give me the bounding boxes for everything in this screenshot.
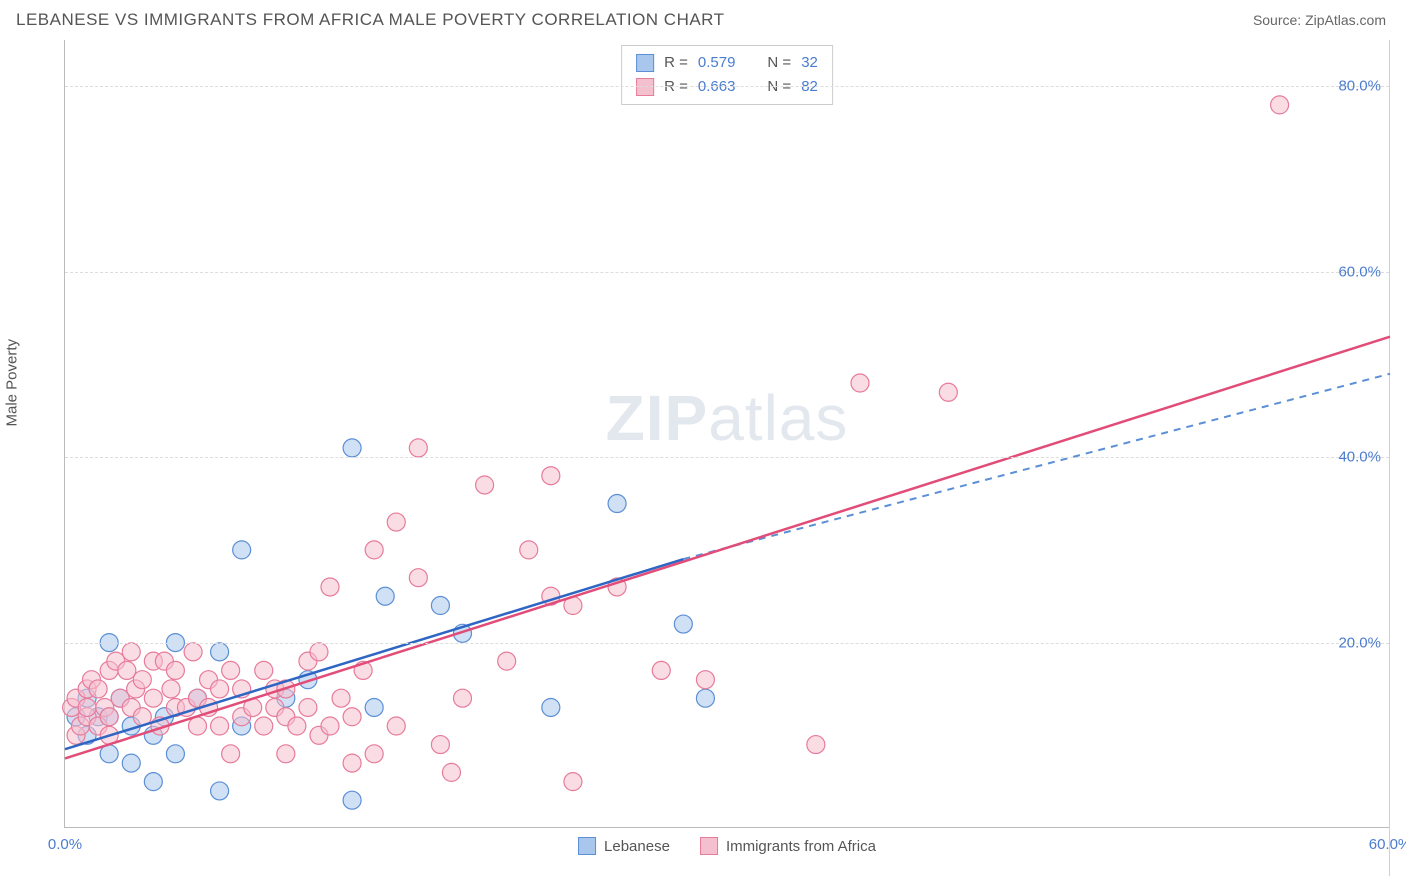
legend-swatch — [578, 837, 596, 855]
scatter-point — [851, 374, 869, 392]
plot-area: ZIPatlas R =0.579N =32R =0.663N =82 Leba… — [64, 40, 1389, 828]
gridline — [65, 457, 1389, 458]
scatter-point — [409, 439, 427, 457]
scatter-point — [321, 717, 339, 735]
legend-n-value: 32 — [801, 51, 818, 75]
scatter-point — [211, 782, 229, 800]
scatter-point — [118, 661, 136, 679]
scatter-point — [409, 569, 427, 587]
scatter-point — [211, 680, 229, 698]
y-axis-label: Male Poverty — [4, 339, 21, 427]
scatter-point — [343, 791, 361, 809]
scatter-point — [343, 708, 361, 726]
scatter-point — [122, 643, 140, 661]
scatter-plot-svg — [65, 40, 1389, 827]
scatter-point — [542, 698, 560, 716]
scatter-point — [387, 717, 405, 735]
scatter-point — [122, 754, 140, 772]
scatter-point — [189, 717, 207, 735]
scatter-point — [133, 671, 151, 689]
scatter-point — [89, 680, 107, 698]
scatter-point — [454, 689, 472, 707]
scatter-point — [144, 773, 162, 791]
scatter-point — [255, 717, 273, 735]
scatter-point — [222, 745, 240, 763]
x-tick-label: 60.0% — [1369, 836, 1406, 853]
series-legend-item: Lebanese — [578, 837, 670, 855]
legend-r-value: 0.579 — [698, 51, 736, 75]
scatter-point — [542, 467, 560, 485]
series-name: Immigrants from Africa — [726, 838, 876, 855]
scatter-point — [222, 661, 240, 679]
scatter-point — [211, 717, 229, 735]
series-legend: Lebanese Immigrants from Africa — [578, 837, 876, 855]
scatter-point — [144, 689, 162, 707]
y-tick-label: 20.0% — [1338, 634, 1381, 651]
y-tick-label: 40.0% — [1338, 449, 1381, 466]
source-attribution: Source: ZipAtlas.com — [1253, 12, 1386, 28]
scatter-point — [807, 736, 825, 754]
scatter-point — [277, 745, 295, 763]
legend-swatch — [636, 54, 654, 72]
chart-title: LEBANESE VS IMMIGRANTS FROM AFRICA MALE … — [16, 10, 725, 30]
scatter-point — [387, 513, 405, 531]
scatter-point — [564, 773, 582, 791]
correlation-legend-box: R =0.579N =32R =0.663N =82 — [621, 45, 833, 105]
scatter-point — [332, 689, 350, 707]
scatter-point — [431, 736, 449, 754]
scatter-point — [608, 495, 626, 513]
scatter-point — [299, 698, 317, 716]
legend-swatch — [700, 837, 718, 855]
scatter-point — [431, 597, 449, 615]
scatter-point — [674, 615, 692, 633]
scatter-point — [442, 763, 460, 781]
scatter-point — [376, 587, 394, 605]
scatter-point — [365, 745, 383, 763]
scatter-point — [365, 541, 383, 559]
scatter-point — [211, 643, 229, 661]
scatter-point — [78, 698, 96, 716]
legend-n-label: N = — [767, 51, 791, 75]
scatter-point — [162, 680, 180, 698]
scatter-point — [100, 708, 118, 726]
scatter-point — [288, 717, 306, 735]
trend-line-extrapolated — [683, 374, 1390, 559]
scatter-point — [365, 698, 383, 716]
gridline — [65, 86, 1389, 87]
scatter-point — [939, 383, 957, 401]
chart-container: Male Poverty ZIPatlas R =0.579N =32R =0.… — [16, 40, 1390, 876]
scatter-point — [184, 643, 202, 661]
trend-line — [65, 337, 1390, 759]
gridline — [65, 272, 1389, 273]
scatter-point — [343, 754, 361, 772]
scatter-point — [166, 745, 184, 763]
scatter-point — [498, 652, 516, 670]
legend-r-label: R = — [664, 51, 688, 75]
scatter-point — [520, 541, 538, 559]
y-tick-label: 60.0% — [1338, 263, 1381, 280]
correlation-legend-row: R = 0.579 N = 32 — [636, 51, 818, 75]
scatter-point — [1271, 96, 1289, 114]
x-tick-label: 0.0% — [48, 836, 82, 853]
scatter-point — [343, 439, 361, 457]
y-tick-label: 80.0% — [1338, 78, 1381, 95]
scatter-point — [696, 689, 714, 707]
scatter-point — [166, 661, 184, 679]
scatter-point — [476, 476, 494, 494]
gridline — [65, 643, 1389, 644]
scatter-point — [652, 661, 670, 679]
series-name: Lebanese — [604, 838, 670, 855]
series-legend-item: Immigrants from Africa — [700, 837, 876, 855]
scatter-point — [233, 541, 251, 559]
scatter-point — [321, 578, 339, 596]
scatter-point — [255, 661, 273, 679]
scatter-point — [310, 643, 328, 661]
scatter-point — [696, 671, 714, 689]
